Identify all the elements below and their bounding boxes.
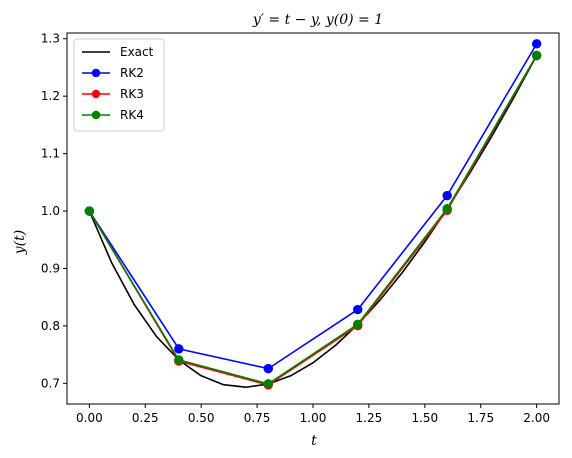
y-tick-label: 1.3 xyxy=(41,32,60,46)
x-tick-label: 0.75 xyxy=(244,411,271,425)
y-tick-label: 1.2 xyxy=(41,89,60,103)
data-point-rk2 xyxy=(442,190,452,201)
y-tick-label: 0.8 xyxy=(41,319,60,333)
legend-item-rk2: RK2 xyxy=(82,66,144,80)
x-axis-label: t xyxy=(311,433,317,449)
data-point-rk4 xyxy=(174,355,184,365)
axis-ticks: 0.00 0.25 0.50 0.75 1.00 1.25 1.50 1.75 2.00 0.7 0… xyxy=(41,32,550,425)
legend-marker xyxy=(91,110,101,120)
x-tick-label: 1.50 xyxy=(411,411,438,425)
data-point-rk4 xyxy=(263,379,273,389)
legend-item-rk3: RK3 xyxy=(82,87,144,101)
legend-box xyxy=(73,38,165,132)
data-point-rk2 xyxy=(531,39,542,49)
series-line-rk2 xyxy=(88,43,538,370)
legend-label: Exact xyxy=(120,45,154,59)
legend-label: RK3 xyxy=(120,87,144,101)
legend-label: RK2 xyxy=(120,66,144,80)
series-rk4 xyxy=(84,50,542,389)
legend-marker xyxy=(91,89,101,99)
series-rk2 xyxy=(84,39,542,374)
x-tick-label: 0.50 xyxy=(188,411,215,425)
legend-label: RK4 xyxy=(120,108,144,122)
y-tick-label: 1.1 xyxy=(41,147,60,161)
legend-item-exact: Exact xyxy=(82,45,154,59)
chart-title: y′ = t − y, y(0) = 1 xyxy=(252,12,383,28)
y-tick-label: 1.0 xyxy=(41,204,60,218)
x-tick-label: 0.25 xyxy=(132,411,159,425)
data-point-rk4 xyxy=(353,319,363,329)
legend-marker xyxy=(91,68,101,78)
y-tick-label: 0.9 xyxy=(41,261,60,275)
x-tick-label: 0.00 xyxy=(76,411,103,425)
x-tick-label: 1.75 xyxy=(467,411,494,425)
legend-item-rk4: RK4 xyxy=(82,108,144,122)
series-line-rk4 xyxy=(88,54,538,385)
x-tick-label: 1.00 xyxy=(300,411,327,425)
x-tick-label: 2.00 xyxy=(523,411,550,425)
legend: Exact RK2 RK3 RK4 xyxy=(73,38,165,132)
data-point-rk4 xyxy=(531,50,542,60)
data-point-rk2 xyxy=(174,344,184,354)
y-axis-label: y(t) xyxy=(12,230,28,255)
data-point-rk4 xyxy=(84,206,95,216)
x-tick-label: 1.25 xyxy=(356,411,383,425)
data-point-rk2 xyxy=(263,363,273,374)
plot-area xyxy=(66,32,560,405)
y-tick-label: 0.7 xyxy=(41,376,60,390)
data-point-rk4 xyxy=(442,203,452,214)
data-point-rk2 xyxy=(353,304,363,315)
